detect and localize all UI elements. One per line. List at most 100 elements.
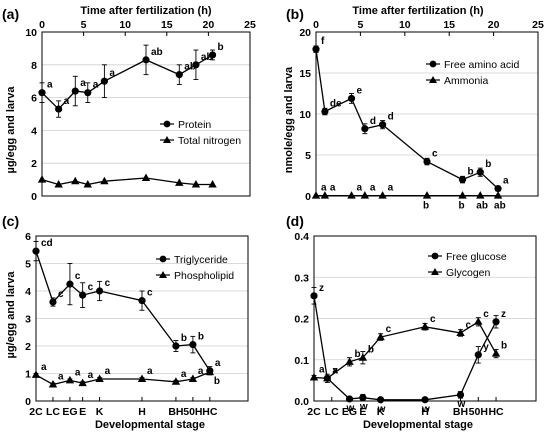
panel-c-phospholipid-significance-label: a	[58, 372, 64, 383]
panel-a-protein-significance-label: a	[47, 80, 53, 91]
panel-d-stage-label: BH	[453, 406, 468, 418]
panel-b-legend-ammonia-label: Ammonia	[444, 75, 489, 87]
panel-a-y-tick-label: 8	[31, 60, 37, 72]
panel-b-x-tick-label: 5	[357, 19, 363, 31]
panel-c-label: (c)	[2, 213, 19, 229]
panel-c-legend-phospholipid-label: Phospholipid	[174, 270, 234, 282]
panel-a: (a) Time after fertilization (h) µg/egg …	[2, 5, 256, 203]
panel-d-glycogen-significance-label: c	[483, 309, 489, 320]
panel-d-glycogen-point	[358, 353, 368, 361]
panel-c-phospholipid-significance-label: a	[198, 366, 204, 377]
panel-a-y-axis-title: µg/egg and larva	[5, 86, 17, 174]
panel-b-ammonia-point	[476, 191, 485, 199]
panel-b-free-amino-acid-point	[347, 94, 356, 103]
panel-c-phospholipid-significance-label: a	[41, 362, 47, 373]
panel-a-protein-significance-label: a	[109, 68, 115, 79]
panel-b-legend: Free amino acid Ammonia	[426, 59, 519, 87]
panel-d-glycogen-point	[474, 317, 483, 325]
panel-a-total-nitrogen-point	[208, 180, 217, 188]
panel-c-triglyceride-significance-label: b	[181, 333, 187, 344]
panel-d-free-glucose-point	[359, 394, 367, 402]
panel-c-y-tick-label: 5	[25, 259, 31, 271]
panel-a-y-tick-label: 2	[31, 158, 37, 170]
panel-d-y-tick-label: 0.0	[294, 396, 309, 408]
panel-a-protein-significance-label: b	[218, 42, 224, 53]
panel-c-phospholipid-point	[171, 377, 181, 385]
panel-d-y-tick-label: 0.4	[294, 231, 309, 243]
panel-d-legend-glucose-marker	[431, 252, 439, 260]
panel-b-free-amino-acid-point	[361, 125, 369, 133]
panel-b-x-tick-label: 15	[443, 19, 455, 31]
panel-b-free-amino-acid-significance-label: e	[357, 85, 363, 96]
panel-a-x-tick-label: 15	[161, 19, 173, 31]
panel-a-protein-point	[100, 77, 108, 85]
panel-b-ammonia-significance-label: a	[330, 183, 336, 194]
panel-a-total-nitrogen-point	[191, 180, 201, 188]
panel-b-ammonia-point	[347, 191, 356, 199]
panel-b-free-amino-acid-point	[321, 107, 329, 116]
panel-d-free-glucose-point	[345, 395, 354, 403]
panel-c-triglyceride-significance-label: b	[198, 332, 204, 343]
panel-a-y-tick-label: 6	[31, 93, 37, 105]
panel-c-stage-ticks: 2C LC EG E K H BH 50H HC	[29, 397, 218, 418]
panel-d-stage-label: HC	[488, 406, 504, 418]
panel-d-glycogen-significance-label: b	[355, 349, 361, 360]
panel-a-protein-point	[192, 61, 200, 69]
panel-b-y-tick-label: 15	[299, 68, 311, 80]
panel-a-protein-significance-label: ab	[201, 52, 213, 63]
panel-d-free-glucose-significance-label: w	[346, 403, 355, 414]
panel-c: (c) µg/egg and larva Developmental stage…	[2, 213, 249, 431]
panel-c-phospholipid-point	[31, 370, 41, 378]
panel-c-stage-label: E	[79, 406, 86, 418]
panel-c-y-ticks: 0 1 2 3 4 5 6	[25, 231, 31, 408]
panel-c-phospholipid-point	[188, 374, 198, 382]
panel-b-y-tick-label: 5	[305, 150, 311, 162]
panel-c-stage-label: 2C	[29, 406, 43, 418]
panel-a-total-nitrogen-point	[141, 173, 151, 181]
panel-d-free-glucose-significance-label: y	[483, 342, 489, 353]
panel-a-protein-significance-label: ab	[151, 47, 163, 58]
panel-a-protein-point	[84, 89, 92, 97]
panel-a-gridlines	[42, 64, 250, 164]
panel-d-free-glucose-significance-label: w	[377, 404, 386, 415]
panel-d-y-tick-label: 0.3	[294, 272, 309, 284]
panel-d-free-glucose-significance-label: w	[421, 404, 430, 415]
panel-d-stage-label: H	[421, 406, 429, 418]
panel-a-protein-point	[175, 71, 183, 79]
panel-c-phospholipid-point	[65, 375, 75, 384]
panel-a-x-tick-label: 25	[244, 19, 256, 31]
panel-a-legend-nitrogen-label: Total nitrogen	[178, 135, 241, 147]
panel-d-free-glucose-significance-label: z	[319, 283, 324, 294]
panel-c-phospholipid-significance-label: a	[75, 367, 81, 378]
panel-d-bottom-axis-title: Developmental stage	[363, 419, 473, 431]
panel-a-legend-protein-marker	[163, 120, 171, 128]
panel-b-top-axis-title: Time after fertilization (h)	[352, 5, 484, 17]
panel-c-triglyceride-significance-label: c	[88, 282, 94, 293]
panel-d-y-tick-label: 0.2	[294, 314, 309, 326]
panel-c-y-tick-label: 2	[25, 341, 31, 353]
panel-d-free-glucose-significance-label: z	[501, 309, 506, 320]
panel-c-triglyceride-point	[138, 297, 146, 305]
panel-d-free-glucose-point	[377, 396, 385, 404]
panel-c-triglyceride-point	[49, 298, 57, 306]
panel-c-bottom-axis-title: Developmental stage	[95, 419, 205, 431]
panel-b-free-amino-acid-point	[476, 168, 484, 176]
panel-b-free-amino-acid-significance-label: b	[485, 159, 491, 170]
panel-c-triglyceride-significance-label: cd	[41, 238, 53, 249]
panel-a-x-tick-label: 20	[203, 19, 215, 31]
panel-b-y-tick-label: 20	[299, 27, 311, 39]
panel-c-triglyceride-significance-label: a	[215, 358, 221, 369]
panel-b-ammonia-point	[320, 191, 330, 199]
panel-a-time-ticks: 0 5 10 15 20 25	[39, 19, 256, 36]
panel-d-glycogen-significance-label: b	[368, 345, 374, 356]
panel-d-label: (d)	[286, 213, 304, 229]
panel-a-total-nitrogen-point	[100, 176, 109, 185]
panel-a-protein-point	[55, 105, 63, 113]
panel-d-gridlines	[314, 276, 536, 361]
panel-b-free-amino-acid-significance-label: d	[388, 112, 394, 123]
panel-c-phospholipid-point	[78, 378, 87, 387]
panel-b-free-amino-acid-point	[423, 157, 431, 166]
panel-c-y-tick-label: 4	[25, 286, 31, 298]
